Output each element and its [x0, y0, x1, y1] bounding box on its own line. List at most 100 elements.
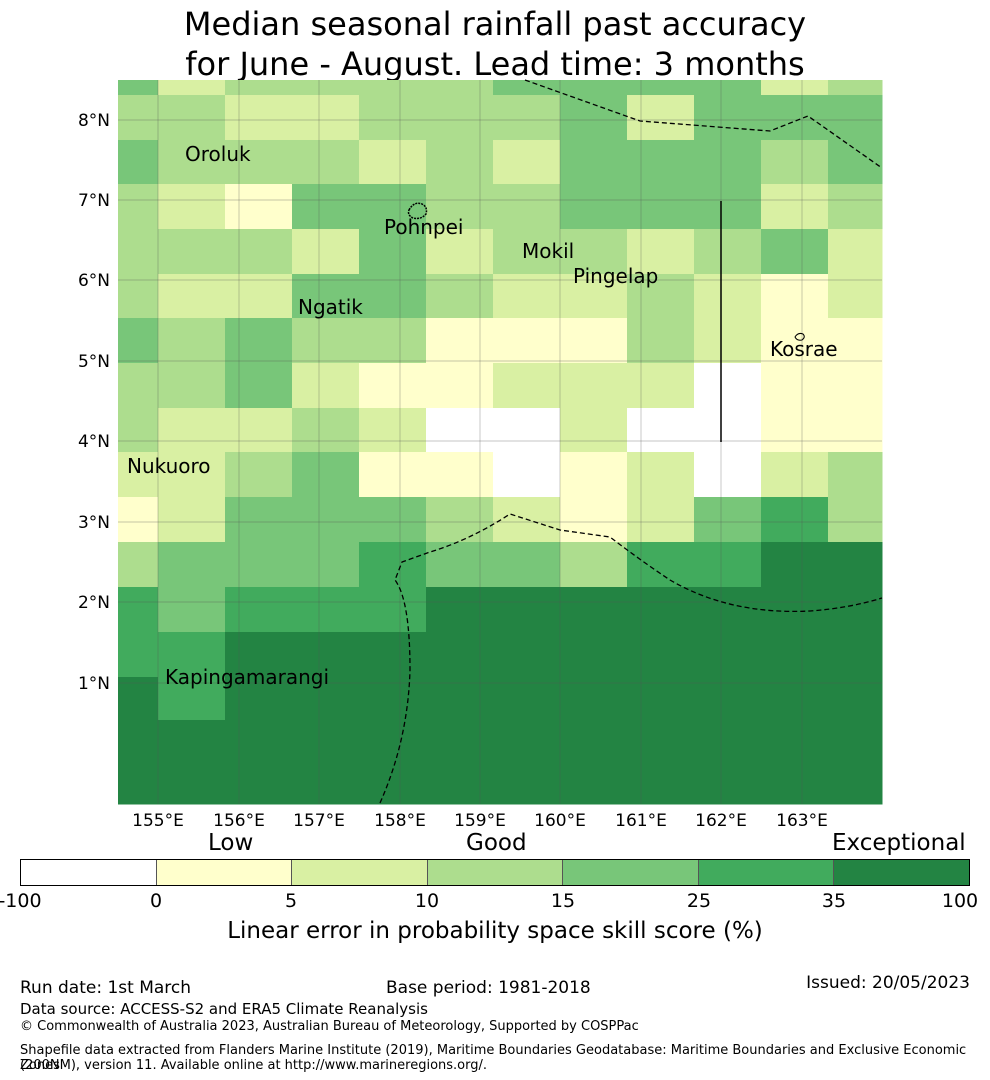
grid-cell [225, 95, 293, 141]
grid-cell [627, 720, 695, 805]
grid-cell [118, 318, 159, 364]
grid-cell [426, 452, 494, 498]
grid-cell [158, 408, 226, 453]
grid-cell [761, 80, 829, 96]
grid-cell [560, 140, 628, 185]
grid-cell [761, 229, 829, 275]
grid-cell [292, 318, 360, 364]
grid-cell [761, 408, 829, 453]
grid-cell [426, 80, 494, 96]
grid-cell [828, 720, 883, 805]
place-label-mokil: Mokil [522, 239, 574, 263]
lat-label-8: 8°N [78, 111, 110, 131]
grid-cell [225, 452, 293, 498]
grid-cell [426, 274, 494, 319]
grid-cell [158, 229, 226, 275]
grid-cell [426, 363, 494, 409]
grid-cell [225, 318, 293, 364]
grid-cell [828, 632, 883, 678]
grid-cell [493, 184, 561, 230]
grid-cell [118, 720, 159, 805]
lat-label-2: 2°N [78, 593, 110, 613]
footer-shapefile-line-2: (200NM), version 11. Available online at… [20, 1058, 488, 1073]
grid-cell [426, 184, 494, 230]
grid-cell [493, 632, 561, 678]
grid-cell [694, 677, 762, 721]
grid-cell [158, 720, 226, 805]
grid-cell [158, 140, 226, 185]
footer-run-date: Run date: 1st March [20, 978, 192, 998]
grid-cell [118, 632, 159, 678]
grid-cell [560, 497, 628, 543]
grid-cell [158, 542, 226, 588]
legend-swatch-4 [427, 860, 564, 885]
grid-cell [359, 274, 427, 319]
legend-tick-2: 0 [149, 890, 163, 912]
legend-tick-3: 5 [284, 890, 298, 912]
lat-label-6: 6°N [78, 271, 110, 291]
grid-cell [359, 720, 427, 805]
grid-cell [828, 497, 883, 543]
lon-label-159: 159°E [454, 811, 506, 830]
grid-cell [560, 677, 628, 721]
grid-cell [292, 229, 360, 275]
grid-cell [225, 408, 293, 453]
grid-cell [225, 677, 293, 721]
grid-cell [118, 184, 159, 230]
grid-cell [694, 587, 762, 633]
skill-grid [118, 80, 883, 805]
grid-cell [118, 497, 159, 543]
eez-boundaries [379, 79, 883, 804]
grid-cell [761, 363, 829, 409]
grid-cell [493, 140, 561, 185]
grid-cell [225, 229, 293, 275]
grid-cell [761, 497, 829, 543]
grid-cell [118, 363, 159, 409]
lat-label-1: 1°N [78, 674, 110, 694]
grid-cell [627, 587, 695, 633]
grid-cell [828, 452, 883, 498]
legend-swatch-7 [834, 860, 970, 885]
place-label-pohnpei: Pohnpei [384, 215, 464, 239]
grid-cell [225, 587, 293, 633]
grid-cell [158, 587, 226, 633]
grid-cell [359, 677, 427, 721]
grid-cell [292, 184, 360, 230]
grid-cell [158, 497, 226, 543]
grid-cell [560, 363, 628, 409]
grid-cell [426, 587, 494, 633]
grid-cell [158, 318, 226, 364]
grid-cell [292, 274, 360, 319]
grid-cell [359, 542, 427, 588]
grid-cell [828, 363, 883, 409]
legend-tick-1: -100 [0, 890, 42, 912]
lat-label-4: 4°N [78, 432, 110, 452]
grid-cell [694, 408, 762, 453]
grid-cell [359, 80, 427, 96]
grid-cell [493, 229, 561, 275]
grid-cell [694, 632, 762, 678]
grid-cell [627, 229, 695, 275]
title-line-2: for June - August. Lead time: 3 months [185, 45, 805, 83]
grid-cell [627, 80, 695, 96]
grid-cell [292, 632, 360, 678]
legend-swatch-6 [698, 860, 835, 885]
grid-cell [292, 677, 360, 721]
grid-cell [560, 318, 628, 364]
grid-cell [493, 587, 561, 633]
place-label-ngatik: Ngatik [298, 295, 363, 319]
grid-cell [426, 408, 494, 453]
grid-cell [761, 318, 829, 364]
grid-cell [158, 80, 226, 96]
lon-label-163: 163°E [776, 811, 828, 830]
grid-cell [627, 408, 695, 453]
graticule [118, 80, 882, 804]
place-label-oroluk: Oroluk [185, 142, 251, 166]
grid-cell [694, 720, 762, 805]
grid-cell [292, 408, 360, 453]
grid-cell [292, 587, 360, 633]
grid-cell [627, 363, 695, 409]
grid-cell [158, 184, 226, 230]
legend-title: Linear error in probability space skill … [227, 918, 763, 944]
grid-cell [292, 80, 360, 96]
